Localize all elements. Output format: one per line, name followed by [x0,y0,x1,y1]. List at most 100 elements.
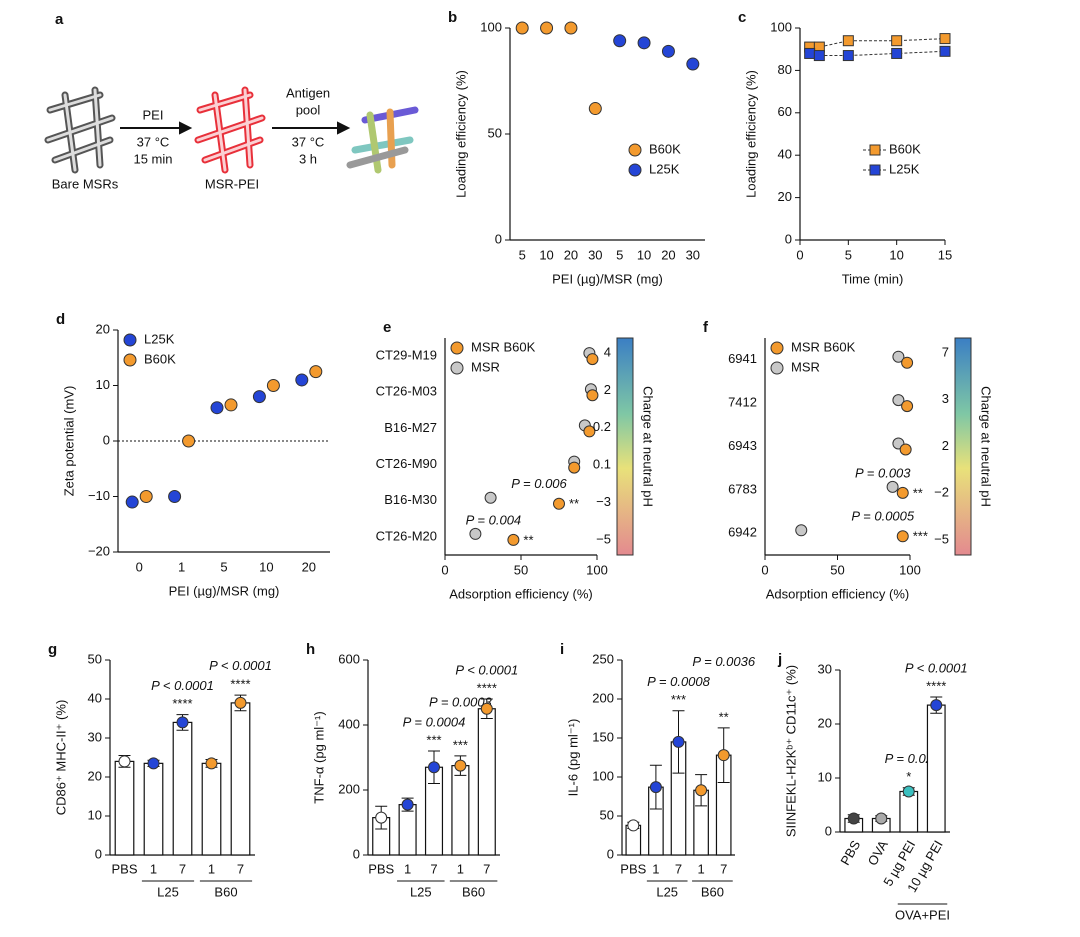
bar [926,704,946,833]
y-tick-label: B16-M30 [384,492,437,507]
marker [891,47,903,59]
dot [586,353,599,366]
significance: *** [426,732,441,747]
dot [118,755,131,768]
p-value: P < 0.0001 [209,658,272,673]
x-tick-label: 30 [588,247,602,262]
legend-marker [450,361,464,375]
dot [695,784,708,797]
dot [896,486,909,499]
antigen-rods [346,106,419,174]
significance: ** [569,496,579,511]
x-tick-label: PBS [368,861,394,876]
marker [813,50,825,62]
dot [125,495,139,509]
dot [484,491,497,504]
legend-label: MSR B60K [471,339,536,354]
legend-marker [628,163,642,177]
colorbar-title: Charge at neutral pH [979,386,994,507]
node-label: Bare MSRs [52,176,119,191]
x-tick-label: 1 [404,861,411,876]
legend-marker [869,164,881,176]
y-tick-label: 50 [600,807,614,822]
group-label: L25 [157,884,179,899]
y-tick-label: CT26-M03 [376,384,437,399]
panel-letter: h [306,641,315,658]
y-tick-label: 40 [778,147,792,162]
colorbar-tick: 7 [942,344,949,359]
dot [892,350,905,363]
x-axis-title: Time (min) [842,271,904,286]
marker [804,47,816,59]
bar [143,762,164,856]
group-label: OVA+PEI [895,907,950,922]
x-tick-label: 1 [208,861,215,876]
step-label: pool [296,102,321,117]
node-label: MSR-PEI [205,176,259,191]
significance: **** [172,696,192,711]
bar [114,760,135,856]
dot [568,461,581,474]
x-tick-label: PBS [837,837,863,867]
dot [588,102,602,116]
line [809,50,946,57]
line [809,38,946,48]
y-tick-label: CT29-M19 [376,348,437,363]
y-tick-label: 40 [88,690,102,705]
x-tick-label: 7 [720,861,727,876]
chart: g 0 10 20 30 40 50 CD86⁺ MHC-II⁺ (%) PBS 1 **** P <… [48,641,272,899]
x-tick-label: PBS [620,861,646,876]
x-tick-label: 0 [761,562,768,577]
step-label: 3 h [299,151,317,166]
p-value: P = 0.004 [466,512,522,527]
y-tick-label: 30 [818,661,832,676]
colorbar-tick: 2 [604,382,611,397]
significance: *** [913,529,928,544]
x-axis-title: Adsorption efficiency (%) [449,586,593,601]
dot [875,812,888,825]
x-tick-label: 100 [899,562,921,577]
dot [886,480,899,493]
x-tick-label: 1 [652,861,659,876]
group-label: L25 [656,884,678,899]
dot [168,490,182,503]
legend-label: B60K [889,141,921,156]
dot [795,524,808,537]
dot [139,490,153,503]
x-tick-label: 5 [519,247,526,262]
colorbar-tick: −2 [934,485,949,500]
bar [230,702,251,856]
bar [899,790,919,833]
legend-label: B60K [144,351,176,366]
y-tick-label: 20 [818,715,832,730]
dot [266,379,280,392]
dot [401,798,414,811]
y-tick-label: 60 [778,104,792,119]
x-tick-label: 7 [179,861,186,876]
dot [847,812,860,825]
x-tick-label: 20 [302,559,316,574]
legend-label: L25K [889,161,920,176]
chart: j 0 10 20 30 SIINFEKL-H2Kᵇ⁺ CD11c⁺ (%) PBS OVA *… [777,651,968,922]
dot [469,527,482,540]
p-value: P = 0.003 [855,465,911,480]
x-axis-title: PEI (µg)/MSR (mg) [552,271,663,286]
x-tick-label: 20 [564,247,578,262]
y-tick-label: 100 [770,19,792,34]
chart: e 0 50 100 Adsorption efficiency (%) CT29-M19… [376,319,656,601]
step-label: 37 °C [137,134,170,149]
y-tick-label: 100 [592,768,614,783]
y-tick-label: 6943 [728,438,757,453]
significance: **** [477,680,497,695]
marker [891,35,903,47]
x-tick-label: 0 [796,247,803,262]
dot [892,394,905,407]
legend-label: L25K [144,331,175,346]
y-tick-label: 7412 [728,395,757,410]
panel-letter: a [55,11,64,28]
dot [899,443,912,456]
step-label: 37 °C [292,134,325,149]
x-tick-label: OVA [865,837,891,868]
dot [672,735,685,748]
